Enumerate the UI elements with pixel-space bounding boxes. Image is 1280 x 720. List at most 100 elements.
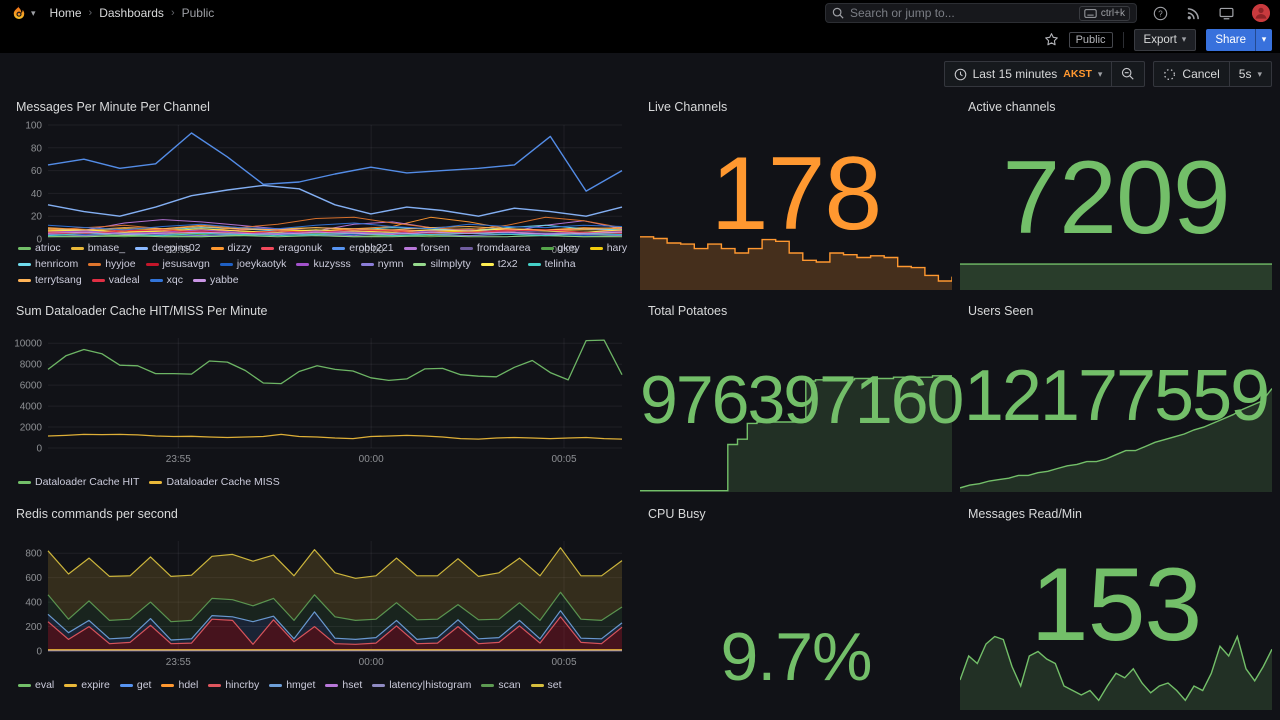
- panel-title[interactable]: Messages Per Minute Per Channel: [16, 100, 210, 114]
- sparkline: [960, 261, 1272, 290]
- legend-color-dash: [403, 246, 417, 250]
- public-tag[interactable]: Public: [1068, 31, 1113, 48]
- legend-label: t2x2: [497, 258, 518, 270]
- legend-item[interactable]: forsen: [403, 241, 450, 255]
- legend-item[interactable]: bmase_: [70, 241, 125, 255]
- legend-color-dash: [192, 278, 206, 282]
- legend-item[interactable]: hdel: [161, 678, 198, 692]
- legend-item[interactable]: eval: [18, 678, 54, 692]
- breadcrumb-home[interactable]: Home: [49, 6, 82, 20]
- legend-color-dash: [589, 246, 603, 250]
- kiosk-monitor-icon[interactable]: [1219, 6, 1234, 21]
- legend-color-dash: [413, 262, 427, 266]
- legend-item[interactable]: terrytsang: [18, 273, 82, 287]
- grafana-logo[interactable]: ▾: [10, 4, 36, 22]
- legend-item[interactable]: deepins02: [135, 241, 201, 255]
- search-input[interactable]: [850, 6, 1073, 20]
- legend-item[interactable]: hincrby: [208, 678, 259, 692]
- news-rss-icon[interactable]: [1186, 6, 1201, 21]
- legend-label: eragonuk: [278, 242, 323, 254]
- breadcrumb-public[interactable]: Public: [181, 6, 215, 20]
- chevron-right-icon: ›: [88, 7, 93, 19]
- legend-item[interactable]: latency|histogram: [372, 678, 471, 692]
- svg-text:23:55: 23:55: [166, 245, 191, 256]
- share-menu-caret[interactable]: ▾: [1255, 28, 1272, 51]
- legend-item[interactable]: hmget: [269, 678, 315, 692]
- panel-title[interactable]: Active channels: [968, 100, 1056, 114]
- time-range-group: Last 15 minutes AKST ▾: [943, 61, 1146, 87]
- legend-color-dash: [18, 262, 31, 266]
- legend-label: telinha: [544, 258, 576, 270]
- legend-item[interactable]: kuzysss: [296, 257, 351, 271]
- legend-item[interactable]: telinha: [527, 257, 576, 271]
- chevron-down-icon: ▾: [31, 7, 36, 18]
- legend-item[interactable]: nymn: [360, 257, 403, 271]
- panel-title[interactable]: Redis commands per second: [16, 507, 178, 521]
- svg-text:100: 100: [25, 121, 42, 132]
- search-bar[interactable]: ctrl+k: [825, 3, 1137, 23]
- svg-text:20: 20: [31, 212, 43, 223]
- legend-label: hyyjoe: [105, 258, 136, 270]
- breadcrumb-dashboards[interactable]: Dashboards: [99, 6, 164, 20]
- legend-item[interactable]: hset: [325, 678, 362, 692]
- legend-item[interactable]: vadeal: [91, 273, 140, 287]
- legend-item[interactable]: Dataloader Cache HIT: [18, 475, 139, 489]
- panel-title[interactable]: Users Seen: [968, 304, 1034, 318]
- cancel-refresh-button[interactable]: Cancel: [1154, 62, 1228, 86]
- svg-text:8000: 8000: [20, 360, 43, 371]
- chart-legend: Dataloader Cache HIT Dataloader Cache MIS…: [18, 475, 628, 489]
- legend-item[interactable]: scan: [481, 678, 521, 692]
- legend-item[interactable]: get: [119, 678, 151, 692]
- legend-item[interactable]: hary: [589, 241, 627, 255]
- user-avatar[interactable]: [1252, 4, 1270, 22]
- svg-text:800: 800: [25, 549, 42, 560]
- legend-color-dash: [481, 683, 495, 687]
- panel-title[interactable]: CPU Busy: [648, 507, 706, 521]
- svg-text:00:00: 00:00: [359, 657, 384, 668]
- legend-item[interactable]: set: [530, 678, 562, 692]
- timeseries-chart[interactable]: 0 20 40 60 80 100 23:55 00:00 00:05: [12, 117, 628, 257]
- legend-item[interactable]: fromdaarea: [459, 241, 531, 255]
- legend-item[interactable]: henricom: [18, 257, 78, 271]
- svg-text:6000: 6000: [20, 381, 43, 392]
- panel-title[interactable]: Messages Read/Min: [968, 507, 1082, 521]
- legend-color-dash: [530, 683, 544, 687]
- panel-title[interactable]: Sum Dataloader Cache HIT/MISS Per Minute: [16, 304, 268, 318]
- chevron-down-icon: ▾: [1097, 68, 1103, 79]
- timeseries-chart[interactable]: 0 2000 4000 6000 8000 10000 23:55 00:00 00:05: [12, 330, 628, 466]
- svg-text:60: 60: [31, 166, 43, 177]
- divider: [1122, 31, 1124, 48]
- legend-item[interactable]: eragonuk: [261, 241, 322, 255]
- legend-label: scan: [498, 679, 521, 691]
- share-button[interactable]: Share: [1206, 28, 1255, 51]
- legend-item[interactable]: expire: [64, 678, 110, 692]
- help-icon[interactable]: ?: [1153, 6, 1168, 21]
- legend-item[interactable]: hyyjoe: [88, 257, 136, 271]
- legend-item[interactable]: Dataloader Cache MISS: [149, 475, 280, 489]
- legend-item[interactable]: dizzy: [210, 241, 251, 255]
- time-controls: Last 15 minutes AKST ▾ Cancel 5s ▾: [943, 61, 1272, 87]
- legend-item[interactable]: yabbe: [192, 273, 239, 287]
- zoom-out-button[interactable]: [1111, 62, 1144, 86]
- breadcrumb: Home › Dashboards › Public: [50, 6, 215, 20]
- timeseries-chart[interactable]: 0 200 400 600 800 23:55 00:00 00:05: [12, 533, 628, 669]
- legend-color-dash: [325, 683, 339, 687]
- legend-item[interactable]: silmplyty: [413, 257, 471, 271]
- legend-label: jesusavgn: [162, 258, 210, 270]
- legend-item[interactable]: erobb221: [332, 241, 394, 255]
- legend-label: hmget: [286, 679, 316, 691]
- panel-title[interactable]: Total Potatoes: [648, 304, 728, 318]
- star-icon[interactable]: [1044, 32, 1059, 47]
- export-button[interactable]: Export ▾: [1133, 28, 1197, 51]
- legend-item[interactable]: jesusavgn: [145, 257, 210, 271]
- chevron-down-icon: ▾: [1257, 68, 1262, 79]
- legend-item[interactable]: xqc: [149, 273, 183, 287]
- legend-item[interactable]: atrioc: [18, 241, 61, 255]
- time-range-picker[interactable]: Last 15 minutes AKST ▾: [945, 62, 1112, 86]
- legend-item[interactable]: t2x2: [480, 257, 518, 271]
- refresh-interval-picker[interactable]: 5s ▾: [1228, 62, 1271, 86]
- legend-item[interactable]: gkey: [540, 241, 580, 255]
- legend-color-dash: [540, 246, 554, 250]
- panel-title[interactable]: Live Channels: [648, 100, 728, 114]
- legend-item[interactable]: joeykaotyk: [219, 257, 286, 271]
